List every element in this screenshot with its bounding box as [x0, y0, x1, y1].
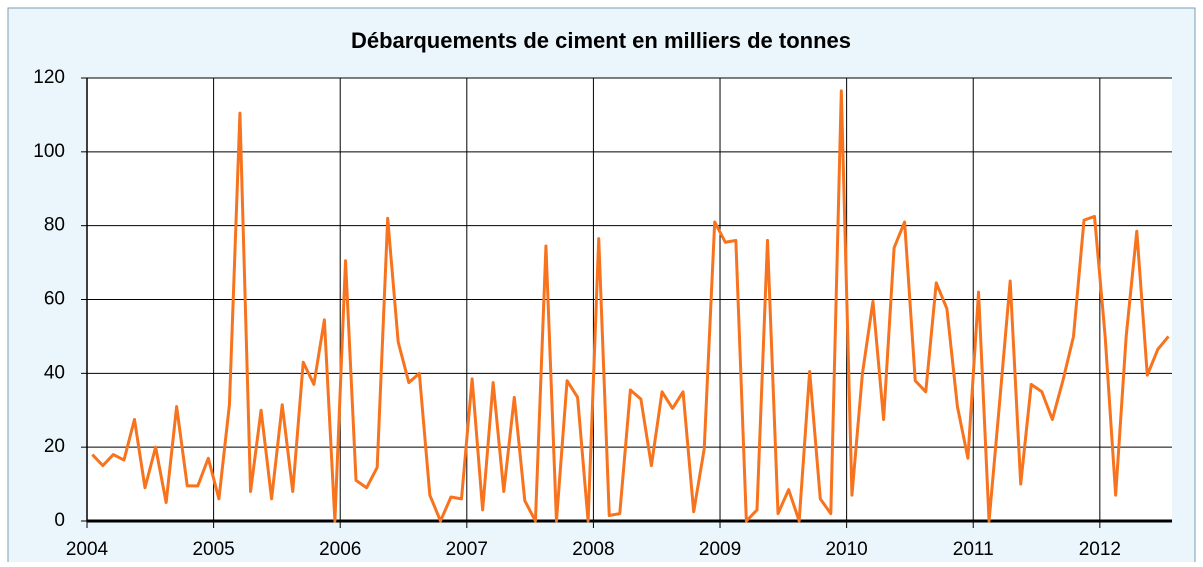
x-tick-label: 2011 — [953, 539, 994, 560]
y-tick-label: 60 — [44, 289, 65, 310]
x-tick-label: 2006 — [319, 539, 361, 560]
x-tick-label: 2007 — [446, 539, 488, 560]
y-tick-label: 100 — [33, 141, 65, 162]
x-tick-label: 2009 — [699, 539, 741, 560]
y-tick-label: 0 — [54, 510, 65, 531]
x-tick-label: 2005 — [192, 539, 234, 560]
y-tick-label: 80 — [44, 215, 65, 236]
data-line — [91, 89, 1170, 523]
chart-title: Débarquements de ciment en milliers de t… — [351, 28, 851, 53]
y-tick-label: 120 — [33, 67, 65, 88]
y-tick-label: 20 — [44, 436, 65, 457]
y-tick-label: 40 — [44, 362, 65, 383]
x-tick-label: 2008 — [572, 539, 614, 560]
x-tick-label: 2010 — [825, 539, 867, 560]
x-tick-label: 2004 — [66, 539, 109, 560]
x-tick-label: 2012 — [1079, 539, 1121, 560]
